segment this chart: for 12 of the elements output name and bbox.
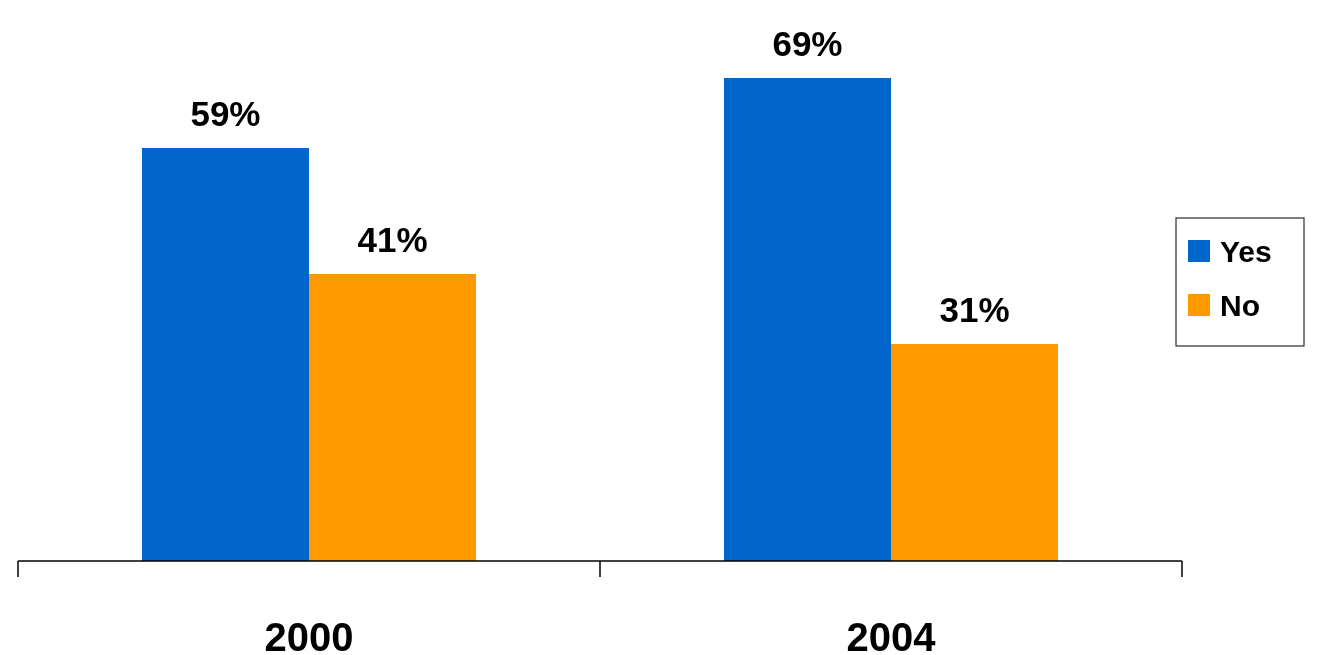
- legend-label: Yes: [1220, 235, 1272, 268]
- data-label: 69%: [772, 24, 843, 63]
- bar: [309, 274, 477, 561]
- legend-label: No: [1220, 289, 1260, 322]
- bar: [723, 78, 891, 561]
- data-label: 31%: [939, 290, 1010, 329]
- bar: [141, 148, 309, 561]
- data-label: 59%: [190, 94, 261, 133]
- x-tick-label: 2004: [846, 615, 937, 655]
- data-label: 41%: [357, 220, 428, 259]
- bar: [891, 344, 1059, 561]
- x-tick-label: 2000: [264, 615, 354, 655]
